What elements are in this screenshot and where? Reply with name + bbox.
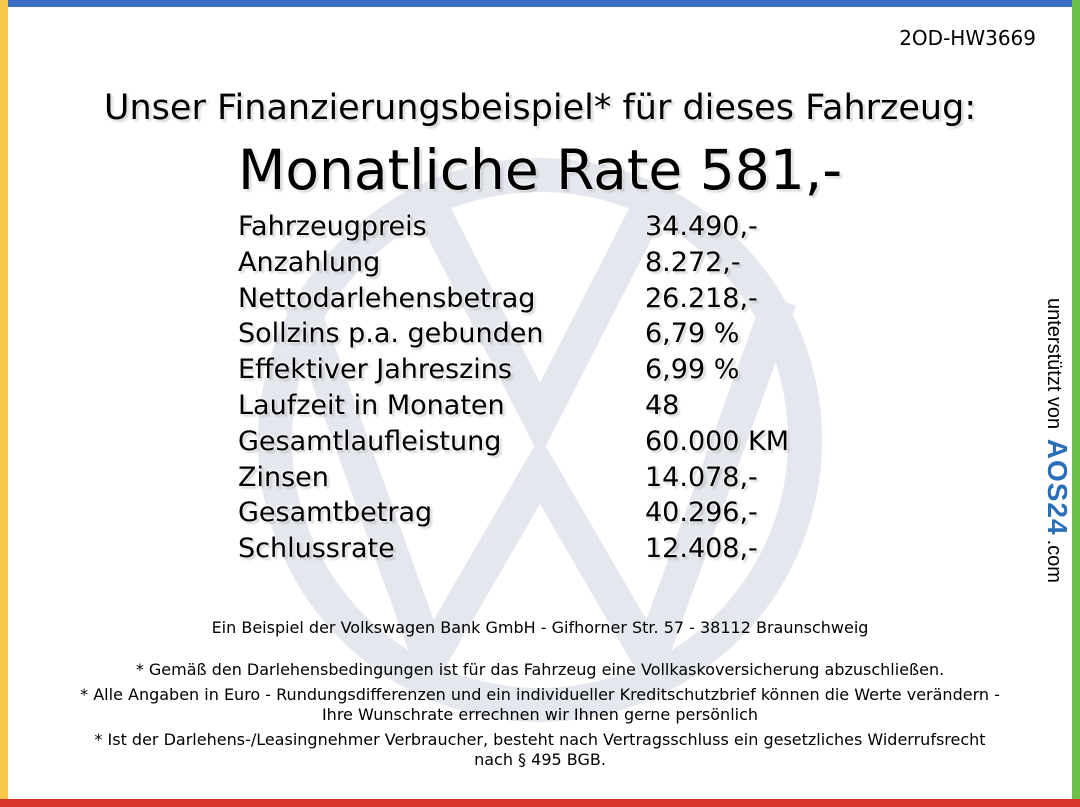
table-row: Schlussrate 12.408,- <box>238 531 838 567</box>
row-value: 8.272,- <box>645 246 741 278</box>
row-label: Laufzeit in Monaten <box>238 389 505 421</box>
note: * Gemäß den Darlehensbedingungen ist für… <box>135 660 945 679</box>
monthly-rate: Monatliche Rate 581,- <box>237 138 843 202</box>
table-row: Gesamtlaufleistung 60.000 KM <box>238 424 838 460</box>
row-value: 40.296,- <box>645 497 758 529</box>
vehicle-code: 2OD-HW3669 <box>899 26 1036 50</box>
table-row: Sollzins p.a. gebunden 6,79 % <box>238 316 838 352</box>
row-value: 12.408,- <box>645 533 758 565</box>
bottom-border <box>0 799 1080 807</box>
row-label: Schlussrate <box>238 533 395 565</box>
row-label: Zinsen <box>238 461 329 493</box>
heading: Unser Finanzierungsbeispiel* für dieses … <box>103 88 977 128</box>
notes: * Gemäß den Darlehensbedingungen ist für… <box>80 660 1000 775</box>
row-value: 6,79 % <box>645 318 740 350</box>
bank-info: Ein Beispiel der Volkswagen Bank GmbH - … <box>211 618 869 637</box>
finance-table: Fahrzeugpreis 34.490,- Anzahlung 8.272,- Net… <box>238 209 838 567</box>
row-value: 14.078,- <box>645 461 758 493</box>
sidebar: unterstützt von AOS24 .com <box>1040 298 1074 583</box>
row-value: 6,99 % <box>645 354 740 386</box>
top-border <box>0 0 1080 7</box>
sidebar-suffix: .com <box>1043 539 1065 583</box>
row-label: Gesamtlaufleistung <box>238 425 502 457</box>
table-row: Gesamtbetrag 40.296,- <box>238 495 838 531</box>
left-border <box>0 0 8 807</box>
right-border <box>1072 0 1080 807</box>
table-row: Nettodarlehensbetrag 26.218,- <box>238 281 838 317</box>
row-value: 48 <box>645 389 680 421</box>
table-row: Fahrzeugpreis 34.490,- <box>238 209 838 245</box>
row-label: Effektiver Jahreszins <box>238 354 512 386</box>
row-label: Anzahlung <box>238 246 381 278</box>
row-label: Gesamtbetrag <box>238 497 433 529</box>
row-label: Nettodarlehensbetrag <box>238 282 536 314</box>
note: * Alle Angaben in Euro - Rundungsdiffere… <box>80 685 1000 724</box>
table-row: Laufzeit in Monaten 48 <box>238 388 838 424</box>
row-label: Sollzins p.a. gebunden <box>238 318 544 350</box>
table-row: Zinsen 14.078,- <box>238 460 838 496</box>
row-value: 26.218,- <box>645 282 758 314</box>
note: * Ist der Darlehens-/Leasingnehmer Verbr… <box>94 730 986 769</box>
table-row: Anzahlung 8.272,- <box>238 245 838 281</box>
row-label: Fahrzeugpreis <box>238 211 427 242</box>
sidebar-prefix: unterstützt von <box>1043 298 1065 430</box>
row-value: 60.000 KM <box>645 425 790 457</box>
table-row: Effektiver Jahreszins 6,99 % <box>238 352 838 388</box>
sidebar-brand: AOS24 <box>1042 438 1073 536</box>
row-value: 34.490,- <box>645 211 758 242</box>
